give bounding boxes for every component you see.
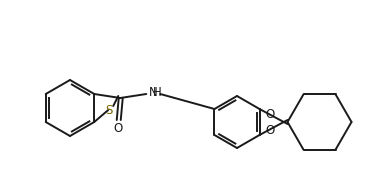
Text: N: N bbox=[149, 86, 158, 100]
Text: O: O bbox=[265, 124, 274, 137]
Text: O: O bbox=[265, 108, 274, 121]
Text: O: O bbox=[114, 123, 123, 135]
Text: H: H bbox=[153, 86, 162, 100]
Text: S: S bbox=[106, 103, 113, 116]
